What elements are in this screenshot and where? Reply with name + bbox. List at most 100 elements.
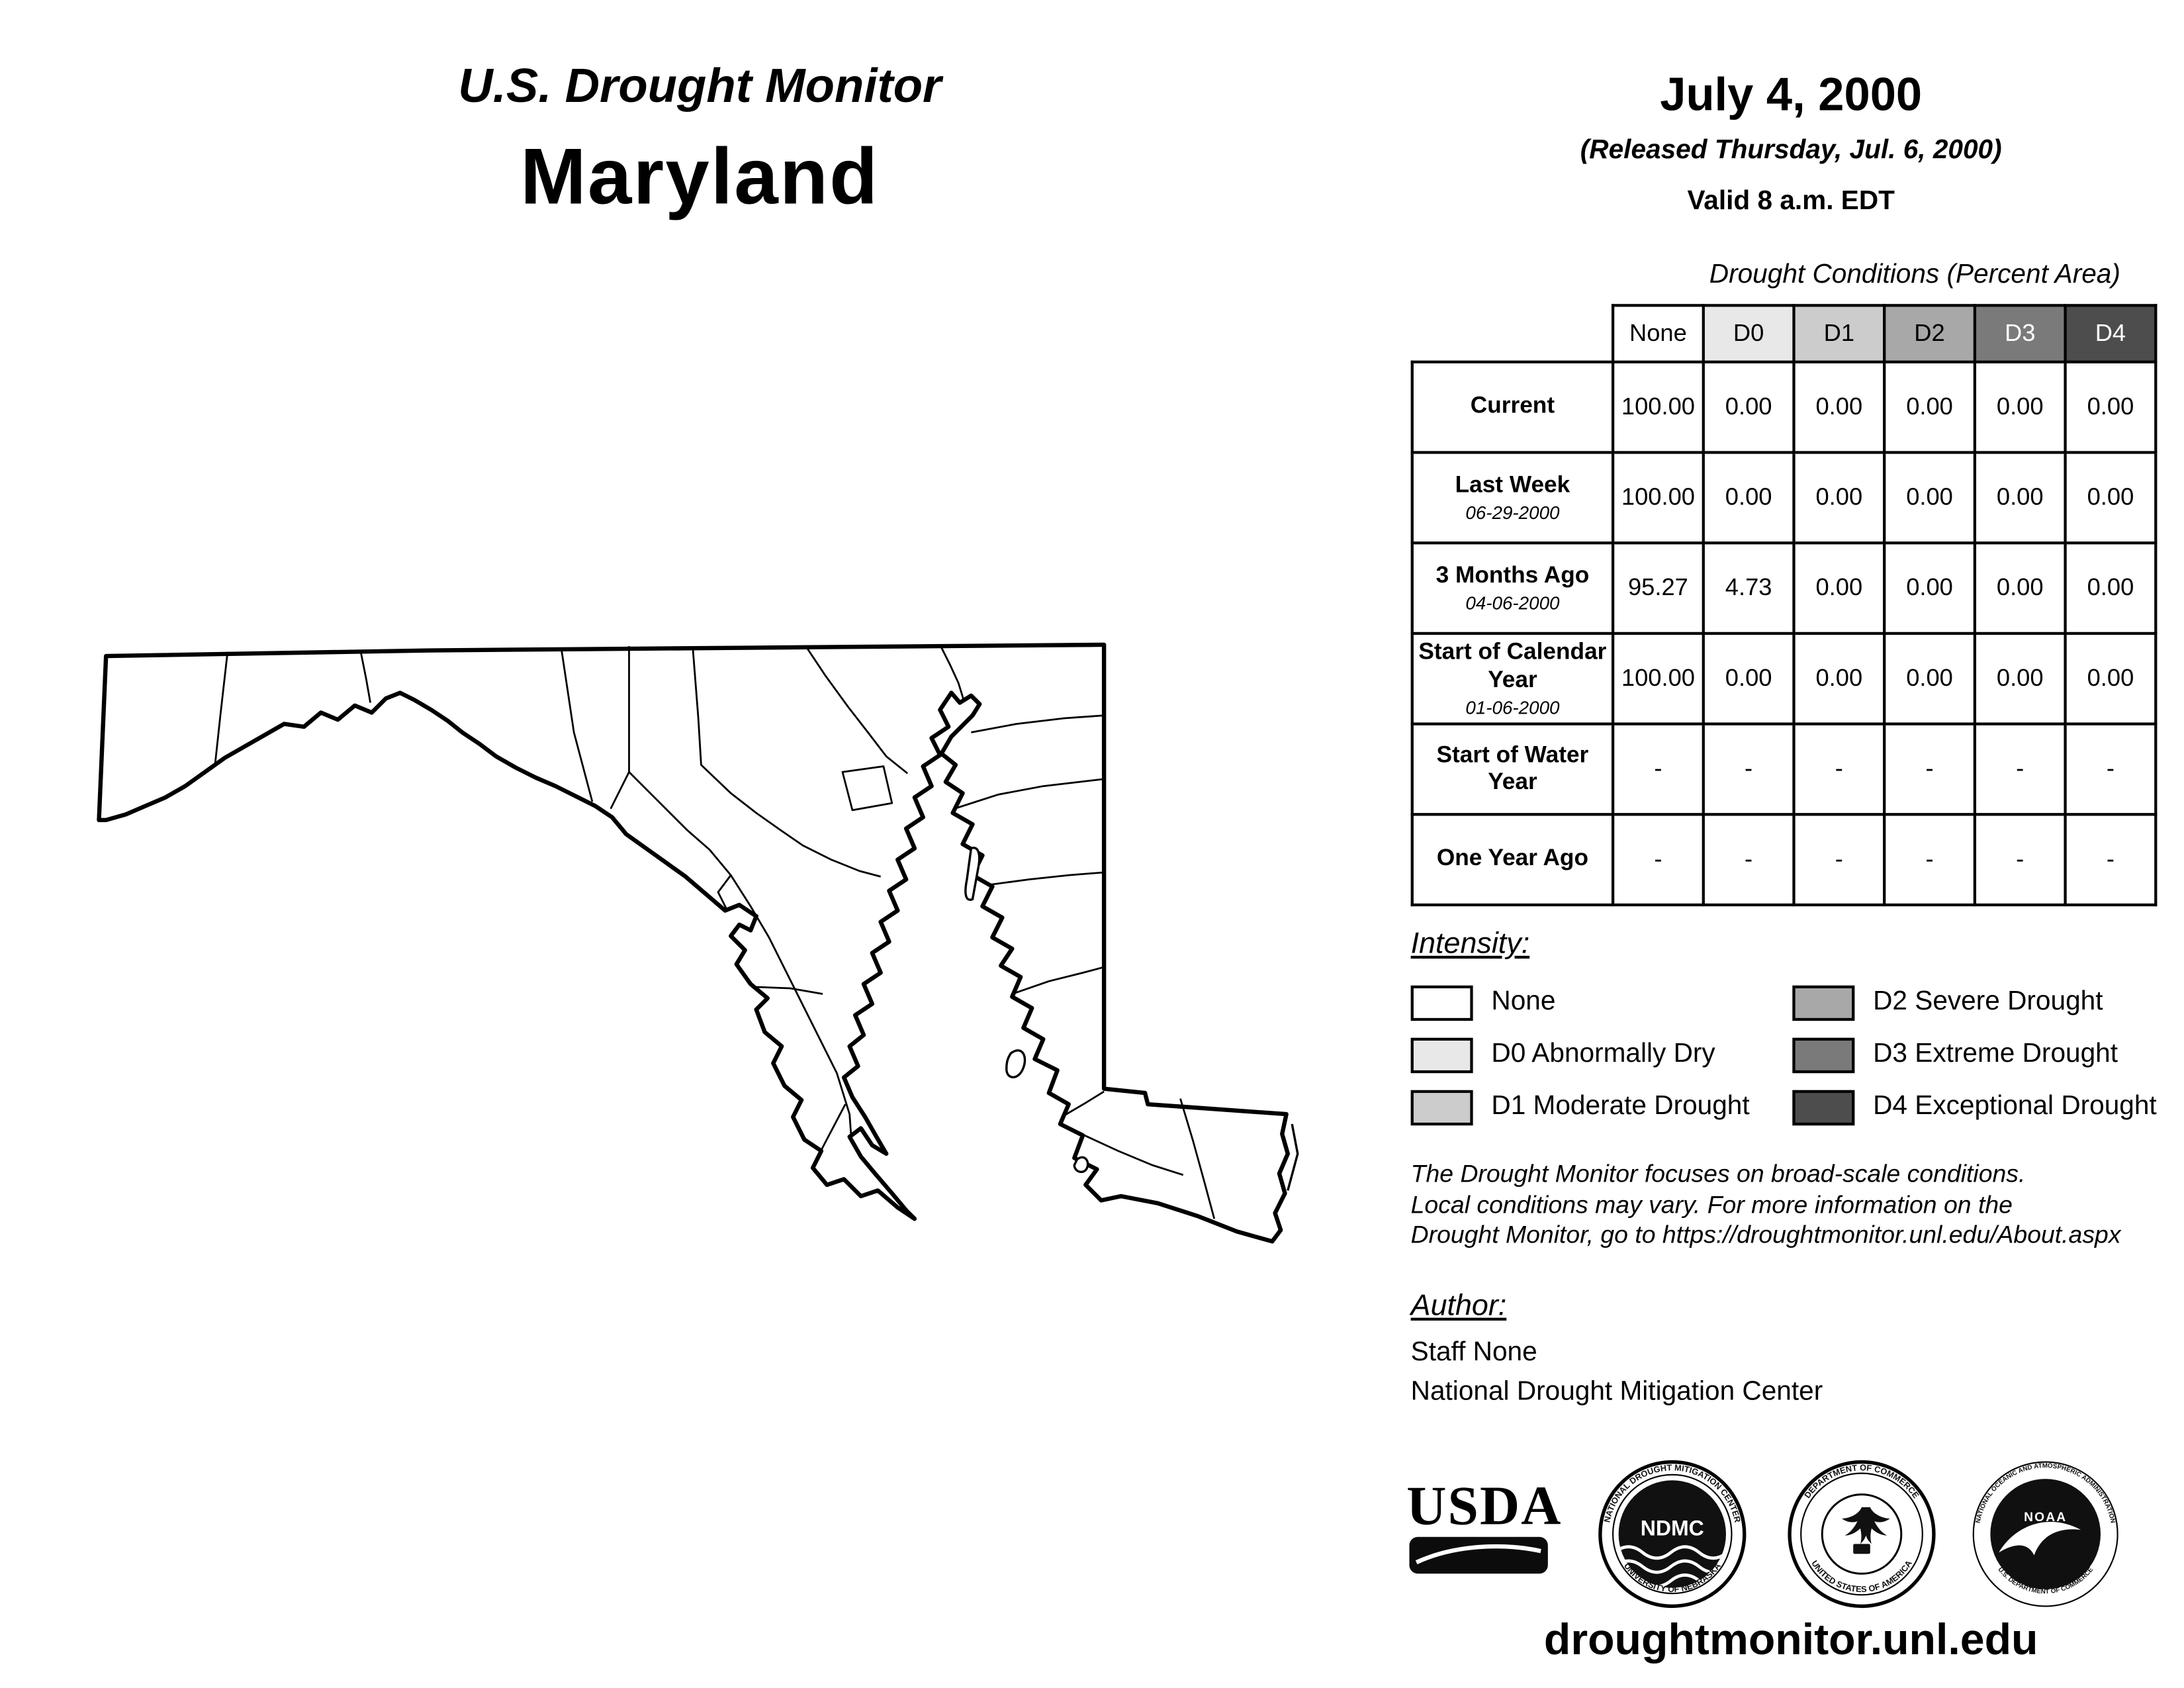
table-cell: 0.00 xyxy=(1883,451,1977,545)
disclaimer-line-1: The Drought Monitor focuses on broad-sca… xyxy=(1410,1159,2026,1188)
table-cell: 0.00 xyxy=(1973,451,2067,545)
table-cell: 0.00 xyxy=(1702,360,1796,454)
table-cell: 4.73 xyxy=(1702,541,1796,635)
table-cell: 95.27 xyxy=(1611,541,1705,635)
row-label: 3 Months Ago xyxy=(1435,562,1590,588)
table-row-last-week: Last Week 06-29-2000 100.00 0.00 0.00 0.… xyxy=(1410,451,2158,545)
row-label: Start of Calendar Year xyxy=(1418,639,1607,692)
legend-column-left: None D0 Abnormally Dry D1 Moderate Droug… xyxy=(1410,984,1750,1141)
table-cell: - xyxy=(1611,813,1705,907)
noaa-bird-icon xyxy=(1999,1522,2081,1556)
intensity-title: Intensity: xyxy=(1410,927,1530,961)
legend-item-none: None xyxy=(1410,984,1750,1021)
author-org: National Drought Mitigation Center xyxy=(1410,1377,1823,1407)
footer-url: droughtmonitor.unl.edu xyxy=(1543,1615,2038,1664)
table-corner-blank xyxy=(1412,305,1613,361)
col-header-d2: D2 xyxy=(1883,304,1977,363)
table-cell: 0.00 xyxy=(1792,451,1886,545)
monitor-title: U.S. Drought Monitor xyxy=(458,59,942,113)
row-label: Start of Water Year xyxy=(1436,741,1589,795)
table-cell: 0.00 xyxy=(1792,632,1886,726)
usda-logo-bar xyxy=(1409,1536,1548,1574)
table-row-start-calendar-year: Start of Calendar Year 01-06-2000 100.00… xyxy=(1410,632,2158,726)
legend-column-right: D2 Severe Drought D3 Extreme Drought D4 … xyxy=(1792,984,2157,1141)
county-borders xyxy=(214,644,1216,1219)
state-title: Maryland xyxy=(520,131,880,221)
table-cell: 0.00 xyxy=(1973,360,2067,454)
legend-item-d3: D3 Extreme Drought xyxy=(1792,1037,2156,1074)
bay-islands xyxy=(964,847,1299,1191)
table-row-3-months-ago: 3 Months Ago 04-06-2000 95.27 4.73 0.00 … xyxy=(1410,541,2158,635)
report-date: July 4, 2000 xyxy=(1660,68,1923,120)
table-cell: - xyxy=(1883,722,1977,816)
row-date: 06-29-2000 xyxy=(1465,502,1560,524)
table-cell: - xyxy=(1611,722,1705,816)
table-cell: - xyxy=(1702,722,1796,816)
table-cell: 0.00 xyxy=(2064,632,2158,726)
commerce-eagle-emblem xyxy=(1842,1507,1890,1554)
row-label: Last Week xyxy=(1455,471,1570,498)
col-header-none: None xyxy=(1611,304,1705,363)
maryland-map-svg xyxy=(97,642,1299,1244)
row-date: 04-06-2000 xyxy=(1465,592,1560,614)
col-header-d4: D4 xyxy=(2064,304,2158,363)
legend-item-d0: D0 Abnormally Dry xyxy=(1410,1037,1750,1074)
disclaimer-line-3: Drought Monitor, go to https://droughtmo… xyxy=(1410,1221,2121,1249)
table-cell: 0.00 xyxy=(1702,451,1796,545)
table-cell: 0.00 xyxy=(1792,541,1886,635)
author-name: Staff None xyxy=(1410,1337,1537,1368)
commerce-logo: DEPARTMENT OF COMMERCE UNITED STATES OF … xyxy=(1788,1460,1936,1609)
swatch-d0 xyxy=(1410,1037,1473,1073)
table-cell: - xyxy=(2064,722,2158,816)
row-label: One Year Ago xyxy=(1436,845,1589,872)
table-cell: 0.00 xyxy=(2064,541,2158,635)
table-cell: - xyxy=(1702,813,1796,907)
table-cell: - xyxy=(1792,722,1886,816)
swatch-d2 xyxy=(1792,984,1855,1021)
table-row-current: Current 100.00 0.00 0.00 0.00 0.00 0.00 xyxy=(1410,360,2158,454)
disclaimer-line-2: Local conditions may vary. For more info… xyxy=(1410,1190,2013,1219)
baltimore-city-outline xyxy=(841,765,893,812)
table-cell: 0.00 xyxy=(2064,360,2158,454)
ndmc-logo-text: NDMC xyxy=(1641,1517,1704,1540)
col-header-d0: D0 xyxy=(1702,304,1796,363)
state-outline xyxy=(97,642,1291,1244)
table-cell: 0.00 xyxy=(1792,360,1886,454)
legend-item-d1: D1 Moderate Drought xyxy=(1410,1089,1750,1126)
usda-logo: USDA xyxy=(1406,1476,1563,1583)
drought-conditions-table: None D0 D1 D2 D3 D4 Current 100.00 0.00 … xyxy=(1410,304,2158,907)
author-title: Author: xyxy=(1410,1289,1507,1323)
ndmc-logo: NDMC NATIONAL DROUGHT MITIGATION CENTER … xyxy=(1598,1460,1747,1609)
disclaimer: The Drought Monitor focuses on broad-sca… xyxy=(1411,1159,2174,1251)
usda-logo-text: USDA xyxy=(1406,1476,1563,1537)
swatch-d4 xyxy=(1792,1089,1855,1125)
legend-item-d4: D4 Exceptional Drought xyxy=(1792,1089,2157,1126)
noaa-logo: NOAA NATIONAL OCEANIC AND ATMOSPHERIC AD… xyxy=(1972,1461,2118,1607)
noaa-logo-text: NOAA xyxy=(2024,1511,2067,1524)
table-cell: - xyxy=(1973,722,2067,816)
table-cell: 0.00 xyxy=(1883,360,1977,454)
table-cell: - xyxy=(1792,813,1886,907)
table-cell: 100.00 xyxy=(1611,632,1705,726)
col-header-d3: D3 xyxy=(1973,304,2067,363)
swatch-d1 xyxy=(1410,1089,1473,1125)
table-cell: 0.00 xyxy=(1883,632,1977,726)
legend-item-d2: D2 Severe Drought xyxy=(1792,984,2156,1021)
table-cell: - xyxy=(2064,813,2158,907)
col-header-d1: D1 xyxy=(1792,304,1886,363)
table-cell: - xyxy=(1973,813,2067,907)
table-cell: 0.00 xyxy=(2064,451,2158,545)
table-row-start-water-year: Start of Water Year - - - - - - xyxy=(1410,722,2158,816)
row-date: 01-06-2000 xyxy=(1465,696,1560,718)
swatch-none xyxy=(1410,984,1473,1021)
table-cell: - xyxy=(1883,813,1977,907)
row-label: Current xyxy=(1470,393,1555,419)
valid-time: Valid 8 a.m. EDT xyxy=(1687,186,1895,216)
swatch-d3 xyxy=(1792,1037,1855,1073)
drought-table-title: Drought Conditions (Percent Area) xyxy=(1709,260,2120,290)
table-cell: 100.00 xyxy=(1611,451,1705,545)
release-info: (Released Thursday, Jul. 6, 2000) xyxy=(1580,136,2002,165)
maryland-map xyxy=(92,636,1308,1301)
table-cell: 100.00 xyxy=(1611,360,1705,454)
